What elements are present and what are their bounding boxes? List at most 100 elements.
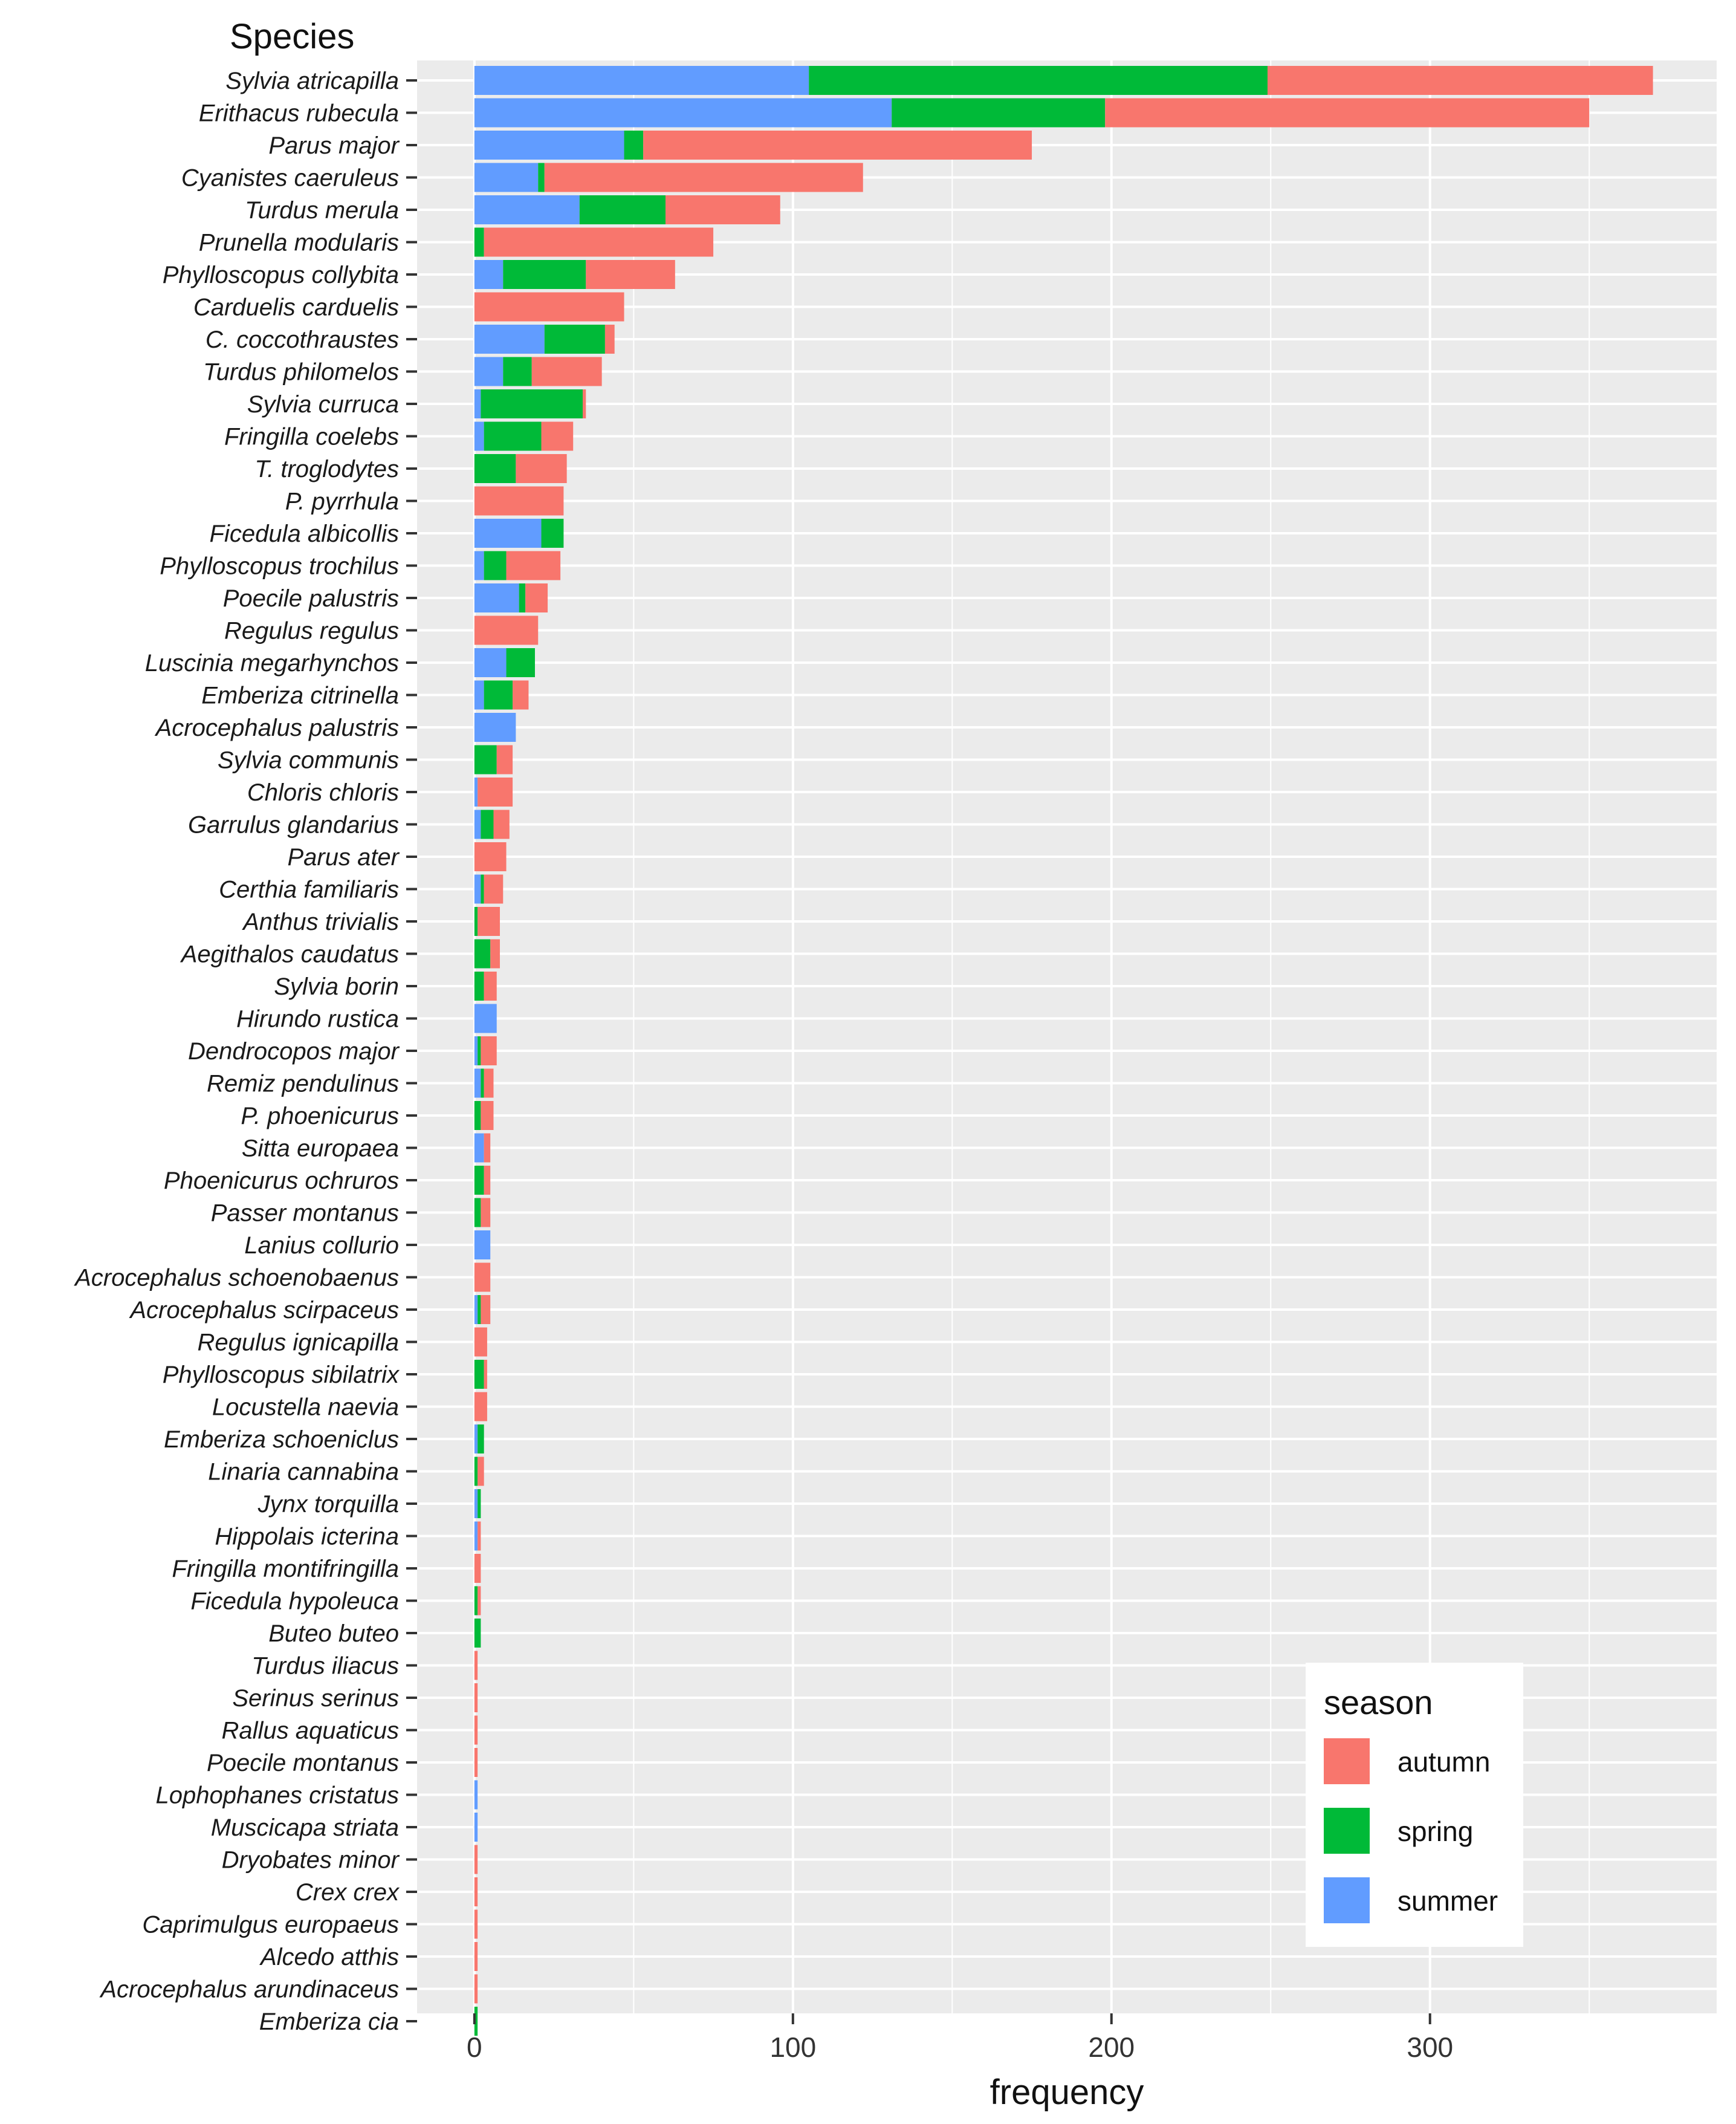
y-tick-label: Acrocephalus schoenobaenus	[74, 1265, 399, 1291]
y-tick-label: Hirundo rustica	[236, 1006, 399, 1033]
bar-spring	[538, 163, 545, 192]
y-tick-label: Chloris chloris	[247, 779, 399, 806]
bar-autumn	[474, 1909, 478, 1939]
bar-summer	[474, 551, 484, 580]
bar-spring	[478, 1295, 481, 1324]
bar-summer	[474, 389, 481, 418]
y-tick-label: Ficedula hypoleuca	[190, 1588, 399, 1615]
y-tick-label: T. troglodytes	[254, 456, 399, 482]
bar-summer	[474, 1489, 478, 1518]
y-tick-label: Lanius collurio	[244, 1232, 399, 1259]
y-tick-label: Sylvia communis	[218, 747, 399, 774]
bar-autumn	[474, 615, 539, 645]
y-tick-label: Buteo buteo	[268, 1620, 399, 1647]
bar-autumn	[541, 421, 574, 451]
y-tick-label: Sylvia curruca	[247, 391, 399, 418]
y-tick-label: Ficedula albicollis	[210, 521, 399, 547]
bar-spring	[478, 1036, 481, 1065]
bar-autumn	[1267, 66, 1653, 95]
bar-autumn	[474, 1262, 491, 1292]
y-tick-label: Sitta europaea	[242, 1135, 399, 1162]
bar-autumn	[478, 907, 500, 936]
bar-summer	[474, 1780, 478, 1810]
bar-spring	[474, 1198, 481, 1227]
bar-summer	[474, 163, 539, 192]
bar-summer	[474, 421, 484, 451]
bar-autumn	[474, 1554, 481, 1583]
bar-autumn	[481, 1198, 491, 1227]
bar-summer	[474, 1521, 478, 1551]
y-tick-label: Emberiza citrinella	[201, 683, 399, 709]
bar-autumn	[474, 842, 507, 871]
bar-autumn	[1105, 98, 1590, 128]
bar-spring	[503, 260, 586, 289]
bar-autumn	[474, 1683, 478, 1712]
y-tick-label: Emberiza schoeniclus	[164, 1426, 399, 1453]
bar-summer	[474, 357, 504, 386]
y-tick-label: Parus ater	[287, 844, 400, 871]
bar-summer	[474, 680, 484, 710]
y-tick-label: Sylvia borin	[274, 973, 399, 1000]
bar-spring	[474, 454, 516, 483]
bar-autumn	[474, 1942, 478, 1971]
y-axis: Sylvia atricapilla Erithacus rubecula Paru…	[74, 68, 417, 2035]
legend-title: season	[1324, 1683, 1433, 1721]
y-tick-label: Phylloscopus collybita	[163, 262, 399, 288]
bar-summer	[474, 195, 580, 224]
legend-key-spring	[1324, 1808, 1370, 1854]
bar-autumn	[474, 1748, 478, 1777]
y-tick-label: Rallus aquaticus	[222, 1718, 400, 1744]
y-tick-label: Turdus merula	[245, 197, 399, 224]
bar-summer	[474, 1295, 478, 1324]
bar-autumn	[484, 1133, 491, 1163]
x-tick-label: 300	[1407, 2031, 1453, 2063]
bar-autumn	[474, 1392, 487, 1421]
bar-spring	[481, 1068, 484, 1098]
y-tick-label: Jynx torquilla	[257, 1491, 399, 1518]
bar-summer	[474, 713, 516, 742]
y-tick-label: Garrulus glandarius	[188, 812, 399, 839]
bar-spring	[579, 195, 666, 224]
bar-spring	[474, 972, 484, 1001]
y-tick-label: Lophophanes cristatus	[156, 1782, 400, 1809]
bar-autumn	[484, 1068, 494, 1098]
bar-autumn	[478, 1586, 481, 1616]
bar-autumn	[493, 810, 510, 839]
bar-autumn	[490, 939, 500, 969]
bar-autumn	[484, 1360, 487, 1389]
bar-spring	[474, 1166, 484, 1195]
y-tick-label: Alcedo atthis	[259, 1944, 399, 1970]
y-tick-label: Sylvia atricapilla	[225, 68, 399, 94]
bar-autumn	[525, 583, 548, 612]
bar-summer	[474, 1004, 497, 1033]
bar-spring	[519, 583, 526, 612]
y-tick-label: Poecile palustris	[223, 585, 399, 612]
y-tick-label: Fringilla coelebs	[224, 424, 399, 450]
y-tick-label: Serinus serinus	[232, 1685, 399, 1712]
y-tick-label: Acrocephalus scirpaceus	[129, 1297, 399, 1323]
bar-spring	[474, 907, 478, 936]
y-tick-label: Emberiza cia	[259, 2009, 399, 2035]
bar-spring	[503, 357, 532, 386]
y-tick-label: Phylloscopus sibilatrix	[163, 1362, 400, 1388]
bar-summer	[474, 810, 481, 839]
x-axis-title: frequency	[990, 2073, 1144, 2112]
y-tick-label: Turdus iliacus	[251, 1653, 399, 1680]
bar-summer	[474, 131, 624, 160]
bar-summer	[474, 583, 519, 612]
y-tick-label: Dryobates minor	[222, 1847, 400, 1874]
bar-autumn	[478, 1521, 481, 1551]
y-tick-label: Locustella naevia	[212, 1394, 399, 1421]
bar-summer	[474, 874, 481, 904]
y-tick-label: Certhia familiaris	[219, 877, 399, 903]
legend: season autumn spring summer	[1306, 1663, 1523, 1947]
bar-autumn	[484, 972, 497, 1001]
bar-autumn	[586, 260, 675, 289]
y-tick-label: Anthus trivialis	[242, 909, 399, 935]
bar-summer	[474, 1133, 484, 1163]
bar-summer	[474, 66, 809, 95]
y-tick-label: Regulus ignicapilla	[197, 1330, 399, 1356]
y-tick-label: Acrocephalus arundinaceus	[99, 1976, 399, 2003]
bar-autumn	[474, 1974, 478, 2004]
bar-summer	[474, 1036, 478, 1065]
